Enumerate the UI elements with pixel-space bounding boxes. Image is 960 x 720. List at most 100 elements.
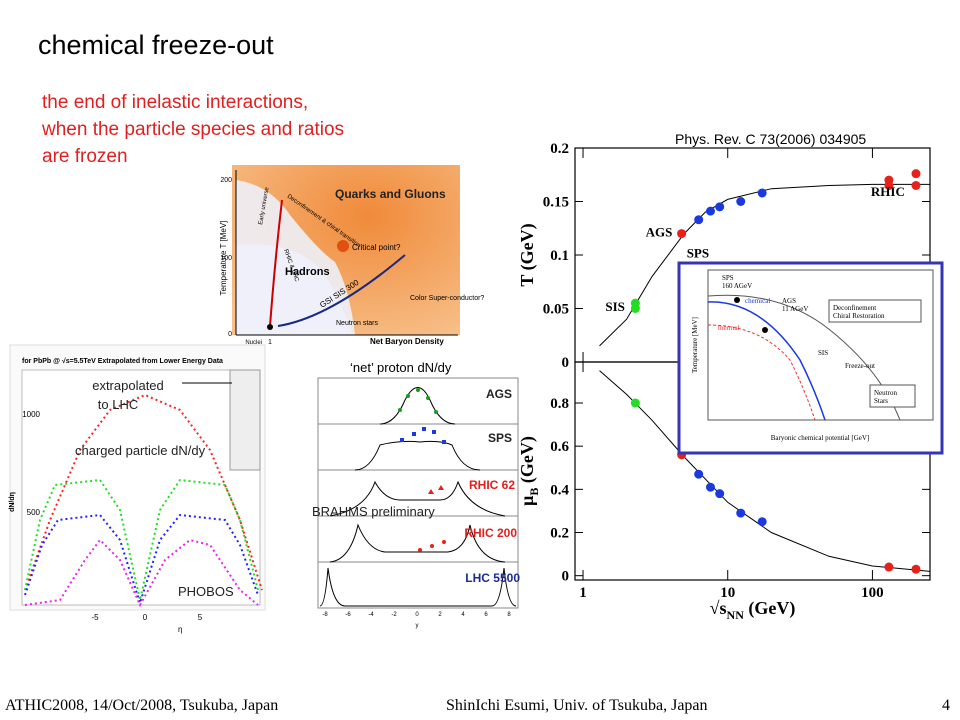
curve bbox=[24, 478, 259, 601]
data-point bbox=[911, 564, 921, 574]
y-axis-unit: (GeV) bbox=[517, 436, 538, 487]
inset-label: Deconfinement bbox=[833, 304, 876, 312]
x-tick-label: 100 bbox=[861, 585, 884, 601]
tick-label: 8 bbox=[507, 612, 511, 618]
curve bbox=[354, 440, 481, 471]
inset-label: 160 AGeV bbox=[722, 282, 752, 290]
curve bbox=[24, 538, 259, 608]
data-point bbox=[757, 188, 767, 198]
tick-label: 100 bbox=[220, 255, 232, 262]
series-label: SIS bbox=[605, 299, 625, 314]
curve bbox=[329, 480, 506, 517]
data-point bbox=[694, 215, 704, 225]
y-tick-label: 0 bbox=[562, 569, 570, 585]
brahms-figure: ‘net’ proton dN/dy AGS SPS RHIC 62 RHIC … bbox=[312, 360, 520, 629]
plot-frame bbox=[21, 369, 261, 606]
inset-label: Stars bbox=[874, 397, 888, 405]
inset-label: chemical bbox=[745, 297, 770, 305]
data-point bbox=[630, 304, 640, 313]
tick-label: 5 bbox=[198, 613, 203, 622]
data-point bbox=[715, 202, 725, 212]
reference: Phys. Rev. C 73(2006) 034905 bbox=[675, 131, 866, 147]
slide-title: chemical freeze-out bbox=[38, 30, 274, 60]
inset-label: SIS bbox=[818, 349, 828, 357]
y-tick-label: 0.6 bbox=[550, 439, 569, 455]
tick-label: 0 bbox=[228, 331, 232, 338]
inset-figure: SPS 160 AGeV chemical thermal AGS 11 AGe… bbox=[677, 261, 944, 455]
inset-label: Chiral Restoration bbox=[833, 312, 885, 320]
data-point bbox=[694, 469, 704, 479]
curve bbox=[24, 513, 259, 607]
page-number: 4 bbox=[942, 697, 950, 714]
series-label: RHIC bbox=[871, 184, 905, 199]
figure-label: charged particle dN/dy bbox=[75, 443, 206, 458]
data-point bbox=[705, 206, 715, 216]
y-axis-sub: B bbox=[527, 488, 541, 496]
y-tick-label: 0.2 bbox=[550, 526, 569, 542]
legend-box bbox=[229, 369, 261, 471]
tick-label: 0 bbox=[143, 613, 148, 622]
curve bbox=[319, 567, 517, 607]
axis-label: η bbox=[178, 625, 182, 634]
nuclei-point bbox=[267, 324, 273, 330]
data-point bbox=[911, 169, 921, 179]
definition-line: the end of inelastic interactions, bbox=[42, 92, 308, 113]
y-axis-label: μB (GeV) bbox=[517, 436, 541, 506]
y-tick-label: 0.4 bbox=[550, 482, 569, 498]
data-point bbox=[884, 180, 894, 190]
note: BRAHMS preliminary bbox=[312, 504, 435, 519]
data-point bbox=[705, 482, 715, 492]
panel-label: LHC 5500 bbox=[465, 571, 520, 585]
footer-center: ShinIchi Esumi, Univ. of Tsukuba, Japan bbox=[446, 697, 708, 714]
region-label: Quarks and Gluons bbox=[335, 187, 446, 201]
axis-label: y bbox=[416, 623, 419, 629]
region-label: Nuclei bbox=[245, 340, 262, 346]
x-axis-unit: (GeV) bbox=[744, 598, 795, 619]
tick-label: -2 bbox=[391, 612, 397, 618]
data-point bbox=[630, 398, 640, 408]
tick-label: 200 bbox=[220, 177, 232, 184]
curve bbox=[329, 523, 506, 563]
region-label: Color Super-conductor? bbox=[410, 295, 484, 302]
definition-line: are frozen bbox=[42, 146, 128, 167]
data-point bbox=[715, 489, 725, 499]
callout: to LHC bbox=[98, 397, 138, 412]
x-tick-label: 10 bbox=[720, 585, 735, 601]
inset-label: SPS bbox=[722, 274, 734, 282]
inset-box bbox=[828, 299, 922, 323]
tick-label: 500 bbox=[27, 508, 41, 517]
region-label: Hadrons bbox=[285, 266, 330, 278]
axis-label: dN/dη bbox=[9, 492, 16, 512]
inset-label: AGS bbox=[782, 297, 796, 305]
data-point bbox=[736, 508, 746, 518]
panel-label: RHIC 200 bbox=[464, 526, 517, 540]
region-label: Neutron stars bbox=[336, 320, 379, 327]
tick-label: -5 bbox=[91, 613, 99, 622]
data-point bbox=[736, 197, 746, 206]
inset-label: Freeze-out bbox=[845, 362, 875, 370]
y-tick-label: 0.1 bbox=[550, 248, 569, 264]
panel-label: RHIC 62 bbox=[469, 478, 515, 492]
data-point bbox=[884, 562, 894, 572]
phobos-figure: for PbPb @ √s=5.5TeV Extrapolated from L… bbox=[9, 344, 266, 634]
y-tick-label: 0 bbox=[562, 355, 570, 371]
data-point bbox=[677, 229, 687, 239]
inset-axis-label: Temperature [MeV] bbox=[691, 317, 699, 373]
inset-label: thermal bbox=[718, 324, 739, 332]
panel-label: SPS bbox=[488, 431, 512, 445]
phase-diagram: Temperature T [MeV] 200 100 0 1 Net Bary… bbox=[219, 165, 484, 346]
critical-point bbox=[337, 240, 349, 252]
axis-label: Net Baryon Density bbox=[370, 337, 444, 346]
y-tick-label: 0.8 bbox=[550, 396, 569, 412]
hadron-region bbox=[236, 180, 355, 335]
inset-frame bbox=[677, 261, 944, 455]
trajectory bbox=[269, 199, 283, 327]
callout: extrapolated bbox=[92, 378, 164, 393]
inset-curve bbox=[707, 324, 816, 421]
tick-label: 0 bbox=[415, 612, 419, 618]
x-axis-sub: NN bbox=[727, 608, 745, 622]
y-tick-label: 0.05 bbox=[543, 302, 569, 318]
inset-curve bbox=[707, 301, 826, 421]
axis-label: Temperature T [MeV] bbox=[219, 221, 228, 296]
